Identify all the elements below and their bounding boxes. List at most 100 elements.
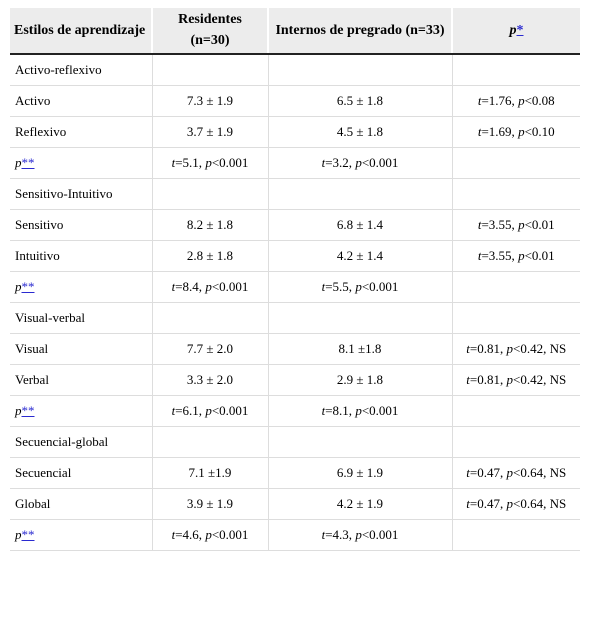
table-cell: t=0.81, p<0.42, NS xyxy=(451,364,580,396)
header-cell: Residentes (n=30) xyxy=(151,8,268,55)
italic-symbol: p xyxy=(205,403,212,418)
data-row: Global 3.9 ± 1.9 4.2 ± 1.9 t=0.47, p<0.64, … xyxy=(10,488,580,520)
table-cell: t=5.5, p<0.001 xyxy=(267,271,452,303)
empty-cell xyxy=(451,271,580,303)
table-cell: 3.3 ± 2.0 xyxy=(151,364,268,396)
italic-symbol: t xyxy=(466,341,470,356)
empty-cell xyxy=(451,426,580,458)
data-row: p** t=8.4, p<0.001 t=5.5, p<0.001 xyxy=(10,271,580,303)
section-label: Visual-verbal xyxy=(10,302,152,334)
section-row: Visual-verbal xyxy=(10,302,580,334)
table-cell: 6.5 ± 1.8 xyxy=(267,85,452,117)
empty-cell xyxy=(451,302,580,334)
italic-symbol: p xyxy=(506,465,514,480)
table-cell: t=0.81, p<0.42, NS xyxy=(451,333,580,365)
data-row: Verbal 3.3 ± 2.0 2.9 ± 1.8 t=0.81, p<0.42, … xyxy=(10,364,580,396)
footnote-link[interactable]: * xyxy=(516,22,524,38)
italic-symbol: t xyxy=(321,279,326,294)
empty-cell xyxy=(151,54,268,86)
italic-symbol: t xyxy=(171,279,176,294)
table-cell: 2.9 ± 1.8 xyxy=(267,364,452,396)
italic-symbol: p xyxy=(506,341,514,356)
italic-symbol: p xyxy=(518,248,525,263)
empty-cell xyxy=(451,395,580,427)
table-cell: t=3.2, p<0.001 xyxy=(267,147,452,179)
data-row: p** t=6.1, p<0.001 t=8.1, p<0.001 xyxy=(10,395,580,427)
section-label: Sensitivo-Intuitivo xyxy=(10,178,152,210)
italic-symbol: p xyxy=(205,527,212,542)
data-row: Reflexivo 3.7 ± 1.9 4.5 ± 1.8 t=1.69, p<0.1… xyxy=(10,116,580,148)
table-cell: Intuitivo xyxy=(10,240,152,272)
table-cell: 7.3 ± 1.9 xyxy=(151,85,268,117)
header-row: Estilos de aprendizaje Residentes (n=30) I… xyxy=(10,8,580,55)
italic-symbol: p xyxy=(205,279,212,294)
section-label: Secuencial-global xyxy=(10,426,152,458)
table-cell: p** xyxy=(10,395,152,427)
italic-symbol: p xyxy=(518,124,525,139)
table-cell: p** xyxy=(10,147,152,179)
empty-cell xyxy=(451,147,580,179)
table-cell: 8.2 ± 1.8 xyxy=(151,209,268,241)
table-cell: t=4.3, p<0.001 xyxy=(267,519,452,551)
data-row: p** t=4.6, p<0.001 t=4.3, p<0.001 xyxy=(10,519,580,551)
footnote-link[interactable]: ** xyxy=(21,279,35,294)
italic-symbol: t xyxy=(466,496,470,511)
italic-symbol: p xyxy=(355,403,362,418)
footnote-link[interactable]: ** xyxy=(21,155,35,170)
empty-cell xyxy=(451,519,580,551)
empty-cell xyxy=(267,178,452,210)
italic-symbol: p xyxy=(355,279,362,294)
data-row: Secuencial 7.1 ±1.9 6.9 ± 1.9 t=0.47, p<0.6… xyxy=(10,457,580,489)
italic-symbol: t xyxy=(321,155,326,170)
footnote-link[interactable]: ** xyxy=(21,403,35,418)
section-row: Sensitivo-Intuitivo xyxy=(10,178,580,210)
italic-symbol: t xyxy=(171,155,176,170)
data-row: Visual 7.7 ± 2.0 8.1 ±1.8 t=0.81, p<0.42, N… xyxy=(10,333,580,365)
italic-symbol: p xyxy=(518,217,525,232)
table-cell: 7.1 ±1.9 xyxy=(151,457,268,489)
header-cell: Estilos de aprendizaje xyxy=(10,8,152,55)
empty-cell xyxy=(267,54,452,86)
table-cell: 6.9 ± 1.9 xyxy=(267,457,452,489)
italic-symbol: t xyxy=(477,124,482,139)
table-body: Activo-reflexivo Activo 7.3 ± 1.9 6.5 ± 1.8… xyxy=(10,54,580,551)
italic-symbol: t xyxy=(321,403,326,418)
italic-symbol: p xyxy=(15,279,22,294)
italic-symbol: t xyxy=(477,248,482,263)
italic-symbol: t xyxy=(477,93,482,108)
italic-symbol: p xyxy=(506,496,514,511)
table-cell: t=5.1, p<0.001 xyxy=(151,147,268,179)
section-row: Secuencial-global xyxy=(10,426,580,458)
italic-symbol: t xyxy=(171,403,176,418)
table-cell: t=3.55, p<0.01 xyxy=(451,240,580,272)
table-cell: p** xyxy=(10,271,152,303)
empty-cell xyxy=(151,302,268,334)
section-label: Activo-reflexivo xyxy=(10,54,152,86)
table-cell: t=8.1, p<0.001 xyxy=(267,395,452,427)
italic-symbol: p xyxy=(518,93,525,108)
table-cell: Secuencial xyxy=(10,457,152,489)
table-cell: p** xyxy=(10,519,152,551)
data-row: Sensitivo 8.2 ± 1.8 6.8 ± 1.4 t=3.55, p<0.0… xyxy=(10,209,580,241)
table-cell: 4.2 ± 1.9 xyxy=(267,488,452,520)
italic-symbol: p xyxy=(355,527,362,542)
header-cell: Internos de pregrado (n=33) xyxy=(267,8,452,55)
italic-symbol: p xyxy=(15,155,22,170)
table-cell: 7.7 ± 2.0 xyxy=(151,333,268,365)
table-cell: Verbal xyxy=(10,364,152,396)
table-cell: t=0.47, p<0.64, NS xyxy=(451,457,580,489)
table-cell: 6.8 ± 1.4 xyxy=(267,209,452,241)
italic-symbol: p xyxy=(509,22,517,38)
table-cell: t=3.55, p<0.01 xyxy=(451,209,580,241)
footnote-link[interactable]: ** xyxy=(21,527,35,542)
table-cell: Activo xyxy=(10,85,152,117)
table-cell: 8.1 ±1.8 xyxy=(267,333,452,365)
italic-symbol: t xyxy=(171,527,176,542)
table-cell: Global xyxy=(10,488,152,520)
table-cell: 3.9 ± 1.9 xyxy=(151,488,268,520)
data-row: Activo 7.3 ± 1.9 6.5 ± 1.8 t=1.76, p<0.08 xyxy=(10,85,580,117)
italic-symbol: t xyxy=(466,372,470,387)
empty-cell xyxy=(151,178,268,210)
table-cell: Visual xyxy=(10,333,152,365)
